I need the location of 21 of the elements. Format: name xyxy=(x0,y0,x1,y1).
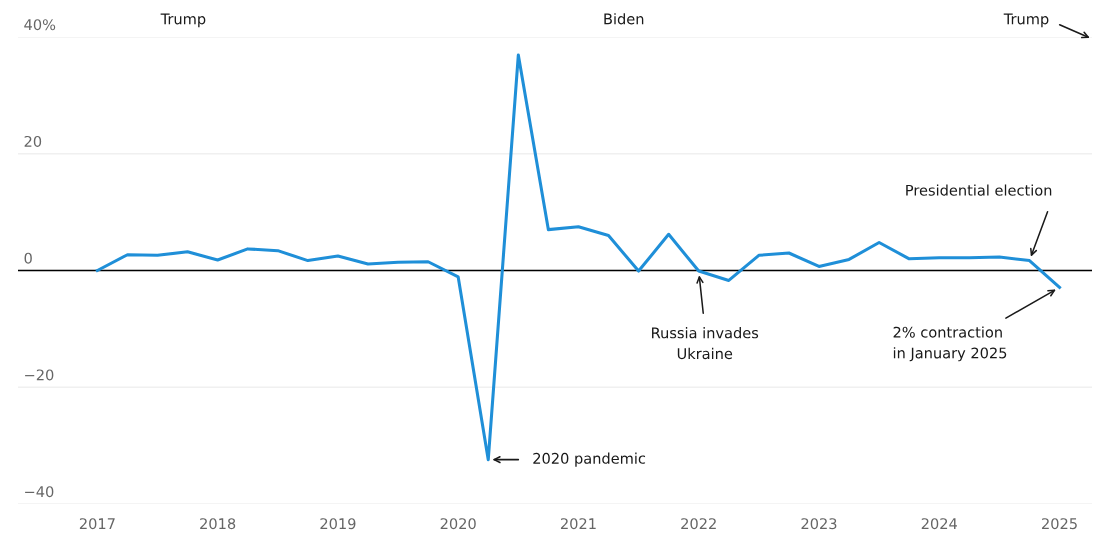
y-tick-label: 0 xyxy=(24,252,32,264)
x-tick-label: 2023 xyxy=(801,518,837,530)
x-tick-label: 2019 xyxy=(320,518,356,530)
x-tick-label: 2025 xyxy=(1042,518,1077,530)
x-tick-label: 2020 xyxy=(440,518,476,530)
annotation: 2020 pandemic xyxy=(533,452,646,467)
x-tick-label: 2018 xyxy=(200,518,236,530)
annotation: 2% contraction in January 2025 xyxy=(893,326,1007,362)
y-tick-label: −40 xyxy=(25,486,54,498)
x-tick-label: 2021 xyxy=(560,518,596,530)
x-tick-label: 2024 xyxy=(921,518,957,530)
annotation: Russia invades Ukraine xyxy=(652,327,759,360)
text: Trump xyxy=(1003,13,1049,28)
annotation: Presidential election xyxy=(906,184,1052,196)
text: Biden xyxy=(604,13,644,25)
x-tick-label: 2022 xyxy=(681,518,716,530)
x-tick-label: 2017 xyxy=(79,518,115,530)
y-tick-label: 40% xyxy=(24,19,56,31)
y-tick-label: 20 xyxy=(24,135,42,147)
text: Trump xyxy=(160,13,206,28)
y-tick-label: −20 xyxy=(25,369,54,381)
